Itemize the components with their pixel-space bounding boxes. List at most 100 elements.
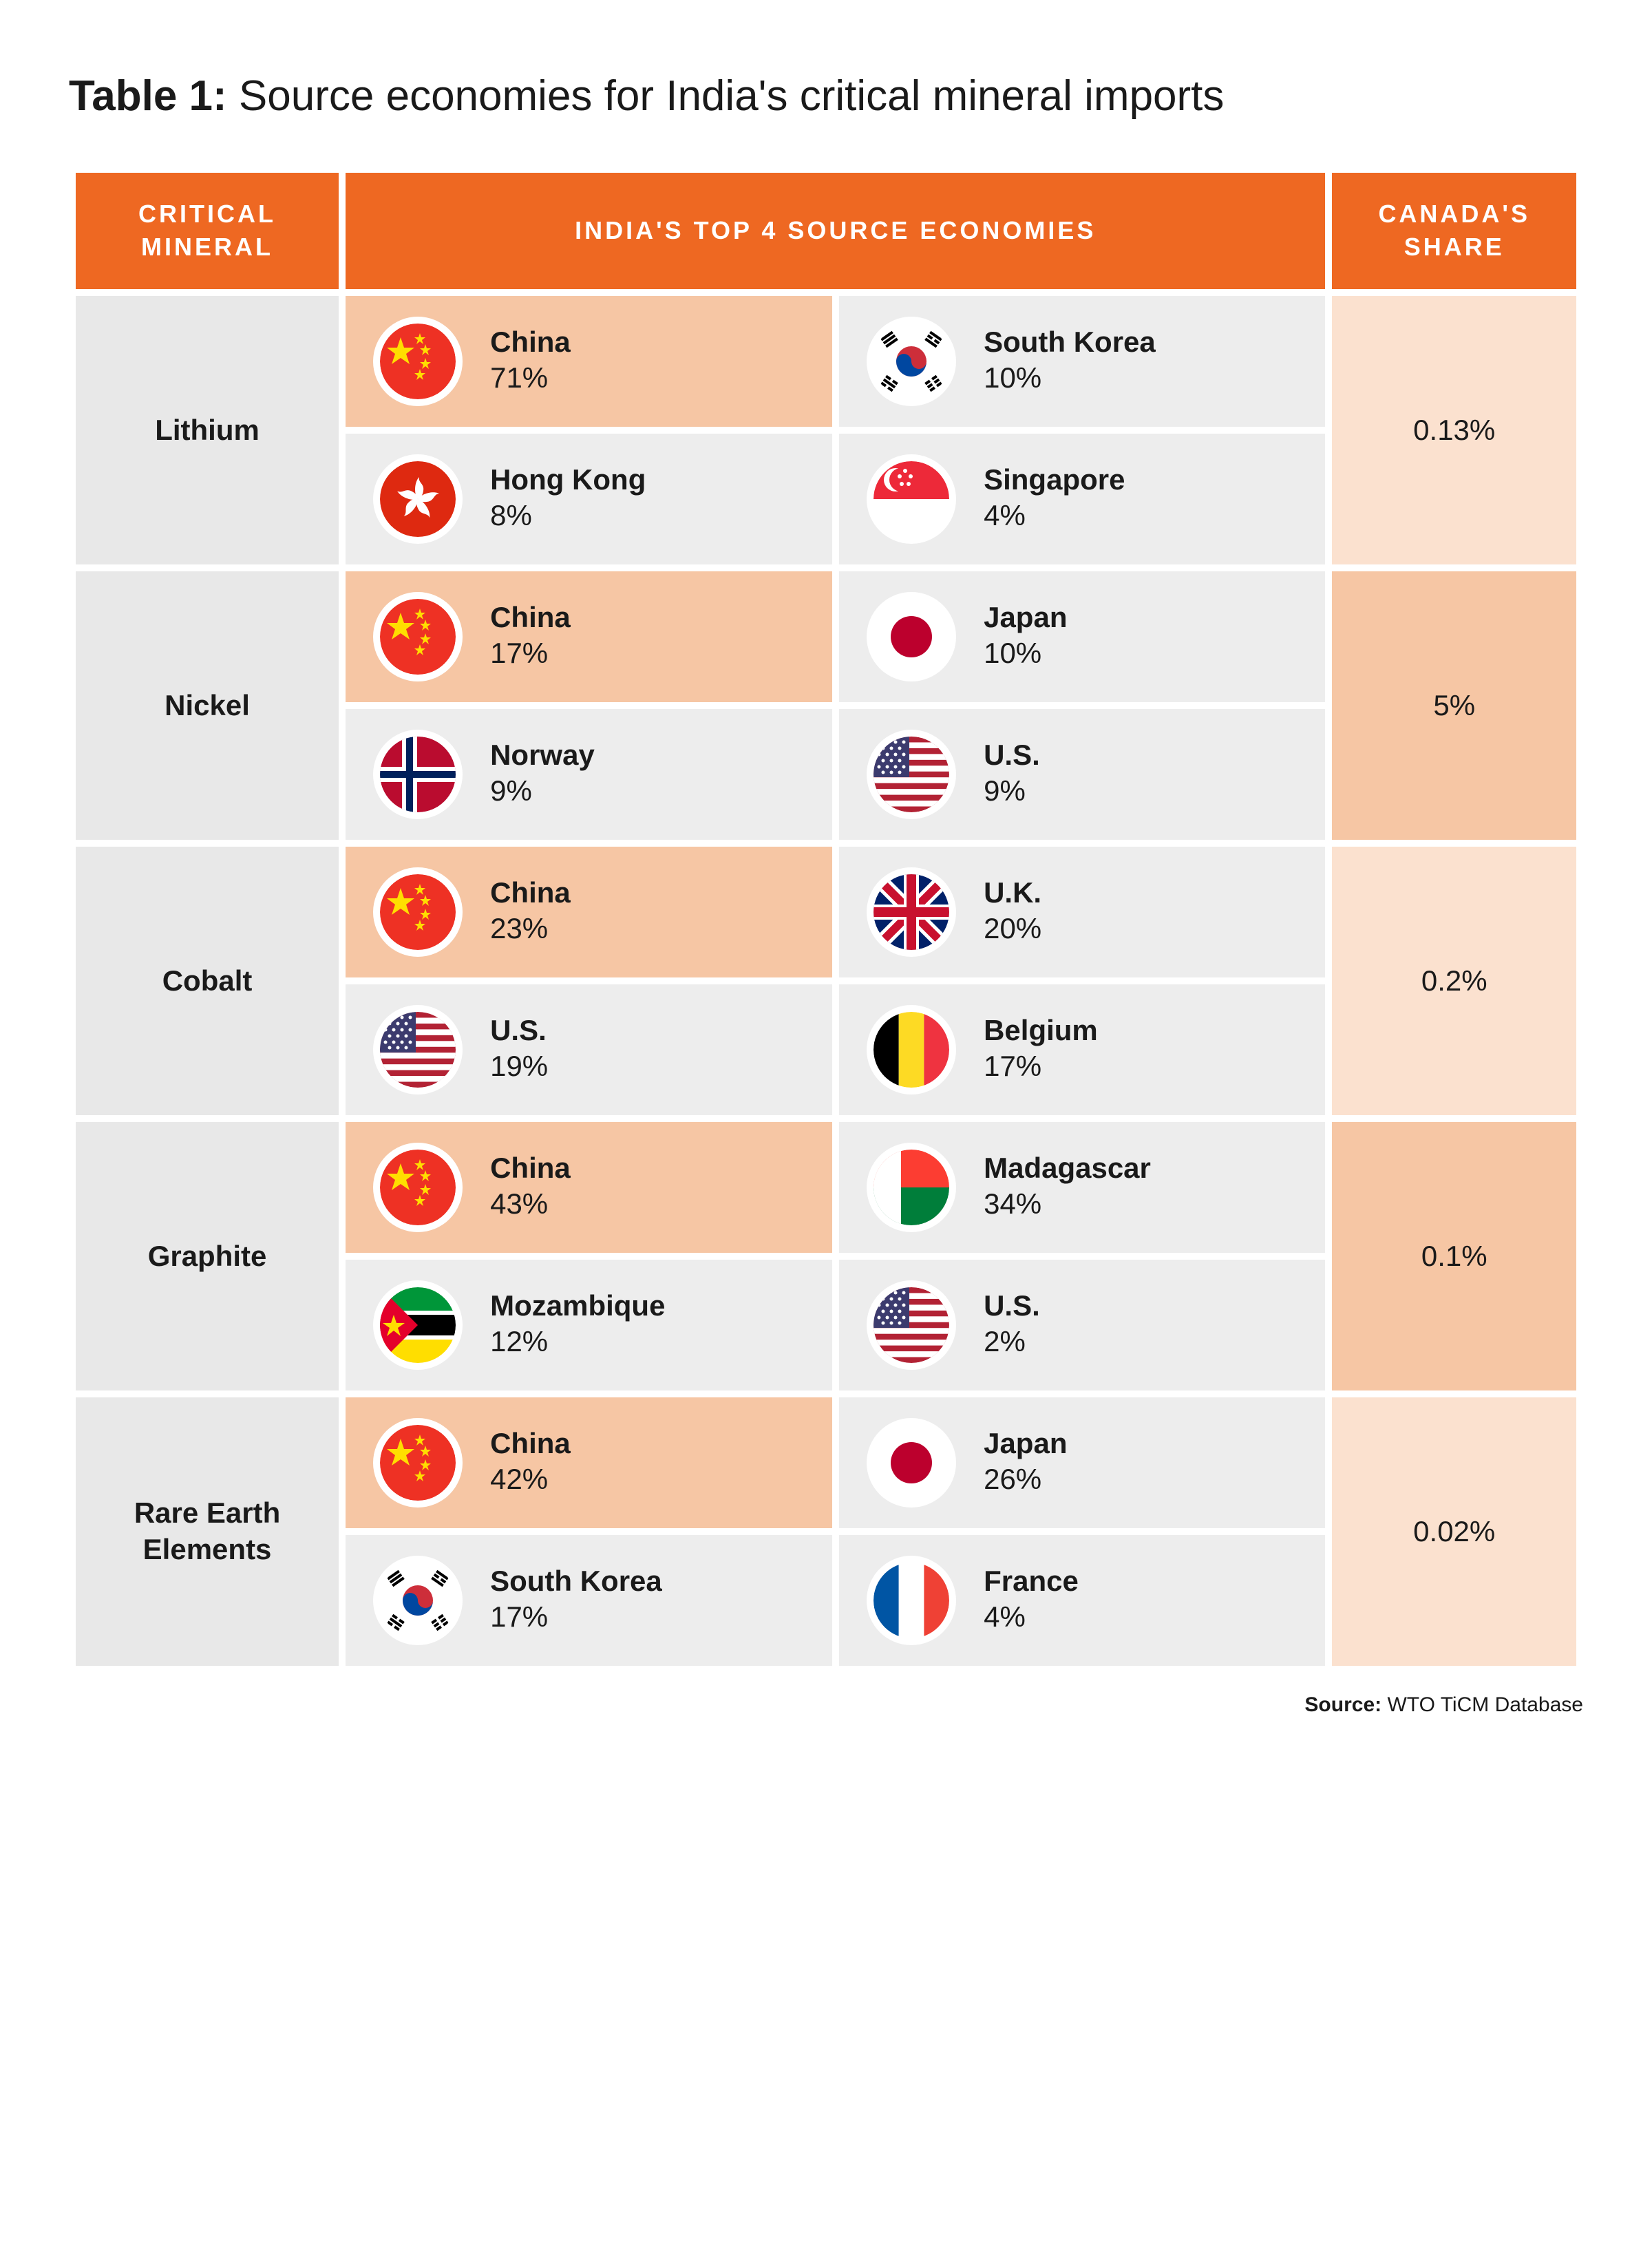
country-percent: 17% — [490, 635, 571, 673]
mineral-cell: Graphite — [76, 1122, 339, 1390]
country-percent: 71% — [490, 359, 571, 397]
country-name: China — [490, 1427, 571, 1460]
country-percent: 17% — [984, 1048, 1098, 1086]
canada-share-cell: 0.1% — [1332, 1122, 1576, 1390]
china-flag-icon — [373, 317, 463, 406]
header-canada: CANADA'S SHARE — [1332, 173, 1576, 289]
madagascar-flag-icon — [867, 1143, 956, 1232]
country-name: Madagascar — [984, 1152, 1151, 1185]
country-cell: Madagascar 34% — [839, 1122, 1325, 1253]
country-percent: 4% — [984, 497, 1125, 535]
table-row: Nickel China 17% Japan 10% 5% — [76, 571, 1576, 702]
country-cell: South Korea 10% — [839, 296, 1325, 427]
country-name: U.K. — [984, 876, 1041, 909]
country-percent: 43% — [490, 1185, 571, 1223]
country-percent: 12% — [490, 1323, 665, 1361]
norway-flag-icon — [373, 730, 463, 819]
table-row: Lithium China 71% South Korea 10% 0.13% — [76, 296, 1576, 427]
country-name: Hong Kong — [490, 463, 646, 496]
country-name: France — [984, 1565, 1079, 1598]
source-label: Source: — [1304, 1693, 1381, 1716]
country-name: Mozambique — [490, 1289, 665, 1322]
minerals-table: CRITICAL MINERAL INDIA'S TOP 4 SOURCE EC… — [69, 166, 1583, 1673]
country-cell: Belgium 17% — [839, 984, 1325, 1115]
canada-share-cell: 0.2% — [1332, 847, 1576, 1115]
mozambique-flag-icon — [373, 1280, 463, 1370]
country-cell: Japan 10% — [839, 571, 1325, 702]
country-cell: Mozambique 12% — [346, 1260, 832, 1390]
country-name: Japan — [984, 601, 1067, 634]
japan-flag-icon — [867, 592, 956, 681]
south_korea-flag-icon — [867, 317, 956, 406]
country-cell: U.S. 9% — [839, 709, 1325, 840]
country-cell: China 42% — [346, 1397, 832, 1528]
country-percent: 19% — [490, 1048, 548, 1086]
country-cell: Norway 9% — [346, 709, 832, 840]
country-cell: China 71% — [346, 296, 832, 427]
country-name: China — [490, 326, 571, 359]
mineral-cell: Lithium — [76, 296, 339, 564]
country-name: U.S. — [984, 739, 1040, 772]
country-name: China — [490, 601, 571, 634]
south_korea-flag-icon — [373, 1556, 463, 1645]
hong_kong-flag-icon — [373, 454, 463, 544]
country-percent: 26% — [984, 1461, 1067, 1499]
uk-flag-icon — [867, 867, 956, 957]
country-cell: Singapore 4% — [839, 434, 1325, 564]
japan-flag-icon — [867, 1418, 956, 1508]
country-percent: 34% — [984, 1185, 1151, 1223]
country-percent: 10% — [984, 359, 1156, 397]
country-name: U.S. — [984, 1289, 1040, 1322]
mineral-cell: Rare Earth Elements — [76, 1397, 339, 1666]
country-percent: 8% — [490, 497, 646, 535]
mineral-cell: Cobalt — [76, 847, 339, 1115]
country-percent: 4% — [984, 1598, 1079, 1636]
france-flag-icon — [867, 1556, 956, 1645]
country-percent: 2% — [984, 1323, 1040, 1361]
country-cell: Hong Kong 8% — [346, 434, 832, 564]
country-percent: 9% — [984, 772, 1040, 810]
country-cell: South Korea 17% — [346, 1535, 832, 1666]
country-cell: China 43% — [346, 1122, 832, 1253]
source-text: WTO TiCM Database — [1387, 1693, 1583, 1716]
china-flag-icon — [373, 867, 463, 957]
country-percent: 20% — [984, 910, 1041, 948]
china-flag-icon — [373, 592, 463, 681]
us-flag-icon — [867, 730, 956, 819]
us-flag-icon — [373, 1005, 463, 1094]
country-name: China — [490, 876, 571, 909]
title-prefix: Table 1: — [69, 72, 227, 120]
china-flag-icon — [373, 1143, 463, 1232]
belgium-flag-icon — [867, 1005, 956, 1094]
country-name: Belgium — [984, 1014, 1098, 1047]
canada-share-cell: 0.02% — [1332, 1397, 1576, 1666]
mineral-cell: Nickel — [76, 571, 339, 840]
table-title: Table 1: Source economies for India's cr… — [69, 69, 1583, 125]
us-flag-icon — [867, 1280, 956, 1370]
header-mineral: CRITICAL MINERAL — [76, 173, 339, 289]
china-flag-icon — [373, 1418, 463, 1508]
country-percent: 23% — [490, 910, 571, 948]
country-name: Singapore — [984, 463, 1125, 496]
country-name: South Korea — [490, 1565, 662, 1598]
canada-share-cell: 5% — [1332, 571, 1576, 840]
table-row: Rare Earth Elements China 42% Japan 26% … — [76, 1397, 1576, 1528]
country-cell: U.K. 20% — [839, 847, 1325, 977]
country-percent: 17% — [490, 1598, 662, 1636]
country-percent: 42% — [490, 1461, 571, 1499]
country-cell: China 17% — [346, 571, 832, 702]
country-cell: U.S. 2% — [839, 1260, 1325, 1390]
country-name: Japan — [984, 1427, 1067, 1460]
table-row: Graphite China 43% Madagascar 34% 0.1% — [76, 1122, 1576, 1253]
singapore-flag-icon — [867, 454, 956, 544]
table-row: Cobalt China 23% U.K. 20% 0.2% — [76, 847, 1576, 977]
canada-share-cell: 0.13% — [1332, 296, 1576, 564]
country-name: China — [490, 1152, 571, 1185]
country-name: U.S. — [490, 1014, 548, 1047]
header-sources: INDIA'S TOP 4 SOURCE ECONOMIES — [346, 173, 1325, 289]
country-cell: U.S. 19% — [346, 984, 832, 1115]
country-name: South Korea — [984, 326, 1156, 359]
country-name: Norway — [490, 739, 595, 772]
title-text: Source economies for India's critical mi… — [239, 72, 1224, 120]
source-line: Source: WTO TiCM Database — [69, 1693, 1583, 1717]
